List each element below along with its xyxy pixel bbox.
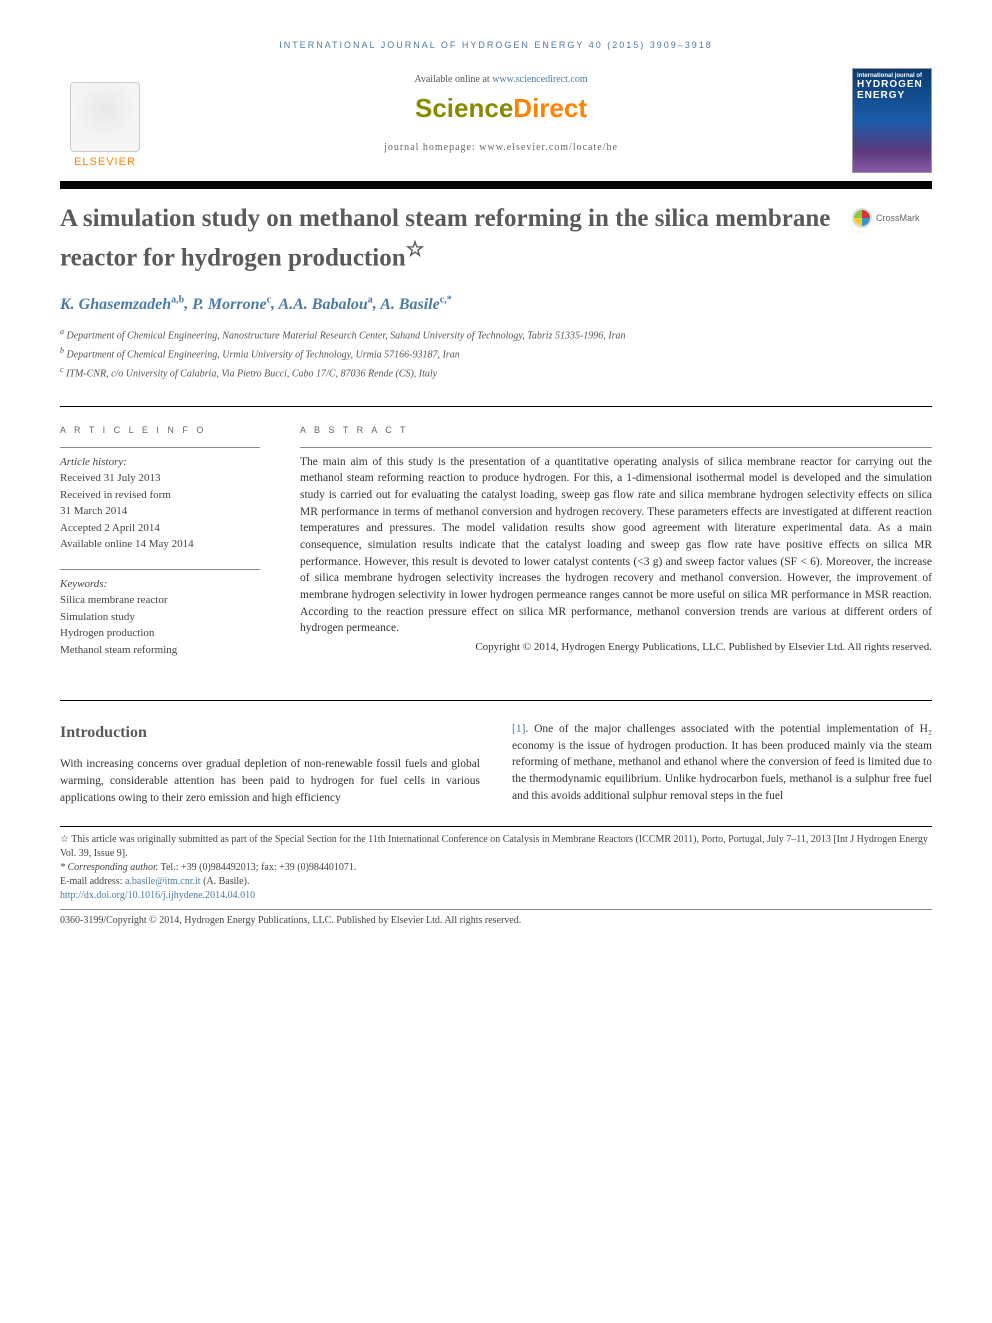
journal-homepage-line: journal homepage: www.elsevier.com/locat… [170, 142, 832, 153]
affiliation: b Department of Chemical Engineering, Ur… [60, 345, 932, 362]
intro-paragraph-2: [1]. One of the major challenges associa… [512, 721, 932, 804]
footnote-corresponding: * Corresponding author. Tel.: +39 (0)984… [60, 861, 932, 875]
keyword: Methanol steam reforming [60, 642, 260, 659]
sciencedirect-link[interactable]: www.sciencedirect.com [492, 74, 587, 85]
introduction-heading: Introduction [60, 721, 480, 744]
email-link[interactable]: a.basile@itm.cnr.it [125, 876, 201, 887]
footnote-star: ☆ This article was originally submitted … [60, 833, 932, 861]
header-center: Available online at www.sciencedirect.co… [170, 68, 832, 153]
elsevier-wordmark: ELSEVIER [74, 156, 136, 168]
corr-author-detail: Tel.: +39 (0)984492013; fax: +39 (0)9844… [158, 862, 356, 873]
body-rule [60, 700, 932, 701]
title-footnote-star: ☆ [406, 237, 425, 261]
history-line: Received in revised form [60, 487, 260, 504]
history-line: Available online 14 May 2014 [60, 536, 260, 553]
author: A. Basilec,* [380, 296, 452, 313]
history-block: Article history: Received 31 July 2013Re… [60, 447, 260, 553]
cover-line3: ENERGY [857, 90, 927, 101]
sd-word-science: Science [415, 93, 513, 123]
title-row: A simulation study on methanol steam ref… [60, 203, 932, 274]
body-col-left: Introduction With increasing concerns ov… [60, 721, 480, 806]
keyword: Simulation study [60, 609, 260, 626]
abstract-head: A B S T R A C T [300, 425, 932, 435]
keywords-label: Keywords: [60, 576, 260, 593]
email-suffix: (A. Basile). [201, 876, 250, 887]
history-line: 31 March 2014 [60, 503, 260, 520]
crossmark-label: CrossMark [876, 213, 920, 223]
intro-p2-text: . One of the major challenges associated… [512, 723, 932, 802]
affiliation: c ITM-CNR, c/o University of Calabria, V… [60, 364, 932, 381]
author-list: K. Ghasemzadeha,b, P. Morronec, A.A. Bab… [60, 294, 932, 313]
article-info-head: A R T I C L E I N F O [60, 425, 260, 435]
affiliation: a Department of Chemical Engineering, Na… [60, 326, 932, 343]
history-line: Received 31 July 2013 [60, 470, 260, 487]
email-label: E-mail address: [60, 876, 125, 887]
keyword: Silica membrane reactor [60, 592, 260, 609]
article-title: A simulation study on methanol steam ref… [60, 203, 832, 274]
available-prefix: Available online at [414, 74, 492, 85]
keywords-block: Keywords: Silica membrane reactorSimulat… [60, 569, 260, 659]
elsevier-tree-icon [70, 82, 140, 152]
author: A.A. Babaloua [278, 296, 372, 313]
abstract-copyright: Copyright © 2014, Hydrogen Energy Public… [300, 641, 932, 653]
intro-paragraph-1: With increasing concerns over gradual de… [60, 756, 480, 806]
journal-cover: international journal of HYDROGEN ENERGY [852, 68, 932, 173]
available-online-line: Available online at www.sciencedirect.co… [170, 74, 832, 85]
article-info-column: A R T I C L E I N F O Article history: R… [60, 425, 260, 675]
author: P. Morronec [192, 296, 271, 313]
sd-word-direct: Direct [513, 93, 587, 123]
elsevier-logo: ELSEVIER [60, 68, 150, 168]
body-col-right: [1]. One of the major challenges associa… [512, 721, 932, 806]
history-line: Accepted 2 April 2014 [60, 520, 260, 537]
author: K. Ghasemzadeha,b [60, 296, 184, 313]
corr-author-label: * Corresponding author. [60, 862, 158, 873]
info-abstract-row: A R T I C L E I N F O Article history: R… [60, 406, 932, 675]
body-columns: Introduction With increasing concerns ov… [60, 721, 932, 806]
ref-link-1[interactable]: [1] [512, 723, 525, 735]
running-head: INTERNATIONAL JOURNAL OF HYDROGEN ENERGY… [60, 40, 932, 50]
footnotes: ☆ This article was originally submitted … [60, 826, 932, 928]
header-block: ELSEVIER Available online at www.science… [60, 68, 932, 173]
sciencedirect-logo: ScienceDirect [170, 93, 832, 124]
title-text: A simulation study on methanol steam ref… [60, 205, 830, 271]
history-label: Article history: [60, 454, 260, 471]
abstract-column: A B S T R A C T The main aim of this stu… [300, 425, 932, 675]
abstract-text: The main aim of this study is the presen… [300, 447, 932, 637]
doi-link[interactable]: http://dx.doi.org/10.1016/j.ijhydene.201… [60, 890, 255, 901]
crossmark-icon [852, 208, 872, 228]
footnote-email: E-mail address: a.basile@itm.cnr.it (A. … [60, 875, 932, 889]
crossmark-badge[interactable]: CrossMark [852, 203, 932, 233]
cover-line2: HYDROGEN [857, 79, 927, 90]
affiliations: a Department of Chemical Engineering, Na… [60, 326, 932, 382]
keyword: Hydrogen production [60, 625, 260, 642]
footer-copyright: 0360-3199/Copyright © 2014, Hydrogen Ene… [60, 909, 932, 928]
title-rule [60, 181, 932, 189]
